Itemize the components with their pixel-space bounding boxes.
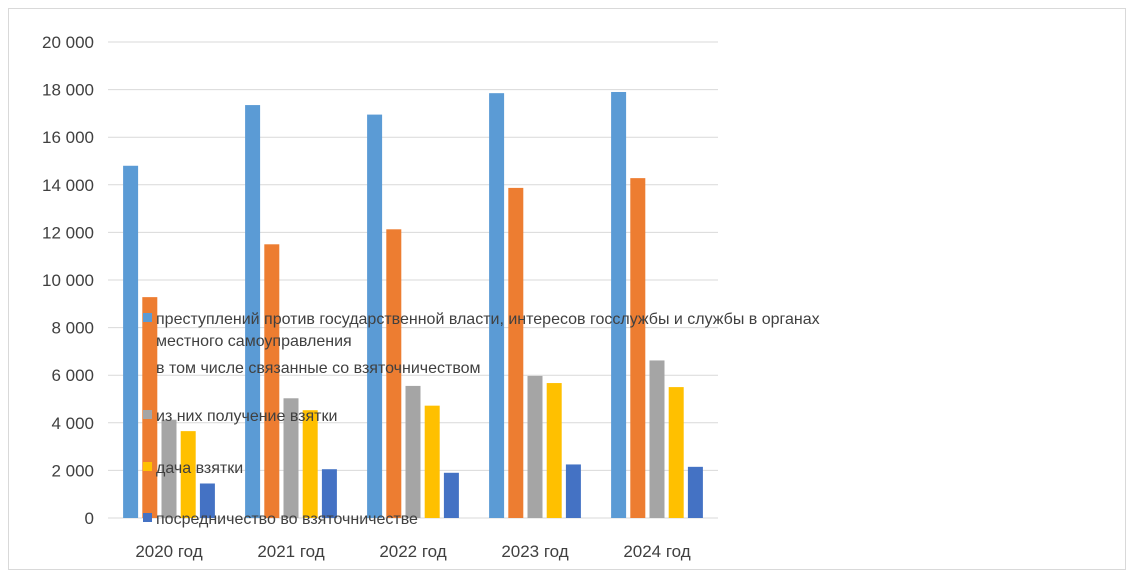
x-tick-label: 2020 год	[135, 542, 202, 561]
y-tick-label: 16 000	[42, 128, 94, 147]
legend-swatch	[143, 362, 152, 371]
bar	[264, 244, 280, 519]
legend-swatch	[143, 313, 152, 322]
bar	[687, 466, 703, 518]
y-tick-label: 0	[85, 509, 94, 528]
y-tick-label: 4 000	[51, 414, 94, 433]
bar	[321, 469, 337, 518]
legend-swatch	[143, 410, 152, 419]
bar	[668, 387, 684, 518]
legend-label: из них получение взятки	[156, 408, 337, 425]
x-tick-label: 2024 год	[623, 542, 690, 561]
bar	[546, 383, 562, 518]
legend-label: дача взятки	[156, 460, 243, 477]
bar	[386, 229, 402, 518]
y-tick-label: 10 000	[42, 271, 94, 290]
bar	[489, 93, 505, 519]
bar	[123, 165, 139, 518]
bar	[405, 385, 421, 518]
bar	[367, 114, 383, 518]
x-tick-label: 2021 год	[257, 542, 324, 561]
bar	[630, 178, 646, 519]
legend-swatch	[143, 462, 152, 471]
bar	[302, 410, 318, 518]
bar	[180, 431, 196, 518]
y-tick-label: 20 000	[42, 33, 94, 52]
bar	[611, 91, 627, 518]
y-tick-label: 18 000	[42, 81, 94, 100]
y-tick-label: 12 000	[42, 223, 94, 242]
legend-label: в том числе связанные со взяточничеством	[156, 360, 481, 377]
bars	[123, 91, 703, 519]
y-tick-label: 14 000	[42, 176, 94, 195]
x-axis: 2020 год 2021 год 2022 год 2023 год 2024 год	[135, 542, 690, 561]
x-tick-label: 2023 год	[501, 542, 568, 561]
y-axis: 0 2 000 4 000 6 000 8 000 10 000 12 000 14 000 1…	[42, 33, 94, 528]
bar	[199, 483, 215, 518]
legend-label: местного самоуправления	[156, 333, 352, 350]
legend-swatch	[143, 513, 152, 522]
y-tick-label: 6 000	[51, 366, 94, 385]
bar	[443, 472, 459, 518]
y-tick-label: 8 000	[51, 319, 94, 338]
y-tick-label: 2 000	[51, 461, 94, 480]
bar	[283, 398, 299, 518]
bar	[245, 105, 261, 518]
legend: преступлений против государственной влас…	[143, 311, 820, 528]
bar	[161, 419, 177, 518]
bar	[508, 187, 524, 519]
x-tick-label: 2022 год	[379, 542, 446, 561]
legend-label: посредничество во взяточничестве	[156, 511, 418, 528]
bar	[565, 464, 581, 518]
bar	[424, 405, 440, 518]
bar	[649, 360, 665, 518]
bar	[527, 375, 543, 518]
legend-label: преступлений против государственной влас…	[156, 311, 820, 328]
